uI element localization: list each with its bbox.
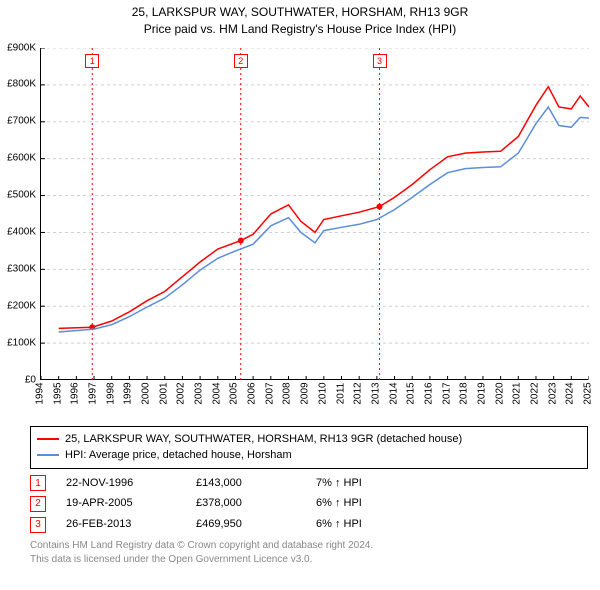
sale-marker-date-2: 19-APR-2005 [66,493,196,514]
x-tick-label: 1994 [35,382,46,404]
x-tick-label: 2002 [176,382,187,404]
sale-marker-badge-2: 2 [30,496,46,512]
y-tick-label: £600K [0,153,36,164]
y-tick-label: £500K [0,190,36,201]
sale-marker-1: 1 22-NOV-1996 £143,000 7% ↑ HPI [30,473,588,494]
title-line-2: Price paid vs. HM Land Registry's House … [0,21,600,38]
plot-svg [41,48,589,380]
x-axis: 1994199519961997199819992000200120022003… [40,382,588,422]
y-tick-label: £300K [0,263,36,274]
x-tick-label: 2004 [211,382,222,404]
x-tick-label: 2003 [194,382,205,404]
x-tick-label: 2013 [370,382,381,404]
x-tick-label: 2018 [459,382,470,404]
x-tick-label: 2001 [158,382,169,404]
x-tick-label: 2006 [247,382,258,404]
footer: Contains HM Land Registry data © Crown c… [30,539,588,567]
x-tick-label: 2012 [353,382,364,404]
x-tick-label: 2019 [476,382,487,404]
x-tick-label: 1999 [123,382,134,404]
sale-marker-change-2: 6% ↑ HPI [316,493,436,514]
y-tick-label: £100K [0,337,36,348]
x-tick-label: 2015 [406,382,417,404]
sale-marker-change-3: 6% ↑ HPI [316,514,436,535]
sale-marker-date-3: 26-FEB-2013 [66,514,196,535]
x-tick-label: 2014 [388,382,399,404]
sale-marker-badge-3: 3 [30,517,46,533]
x-tick-label: 2005 [229,382,240,404]
x-tick-label: 2021 [512,382,523,404]
sale-marker-price-1: £143,000 [196,473,316,494]
x-tick-label: 2016 [423,382,434,404]
y-tick-label: £700K [0,116,36,127]
x-tick-label: 2008 [282,382,293,404]
legend: 25, LARKSPUR WAY, SOUTHWATER, HORSHAM, R… [30,426,588,469]
x-tick-label: 2022 [529,382,540,404]
y-axis: £0 £100K £200K £300K £400K £500K £600K £700K £80… [0,40,40,390]
x-tick-label: 1998 [105,382,116,404]
sale-marker-price-3: £469,950 [196,514,316,535]
x-tick-label: 1995 [52,382,63,404]
sale-marker-change-1: 7% ↑ HPI [316,473,436,494]
x-tick-label: 2023 [547,382,558,404]
x-tick-label: 1996 [70,382,81,404]
legend-swatch-hpi [37,454,59,456]
plot-marker-badge: 2 [234,54,248,68]
plot-marker-badge: 1 [85,54,99,68]
x-tick-label: 1997 [88,382,99,404]
x-tick-label: 2025 [583,382,594,404]
chart-titles: 25, LARKSPUR WAY, SOUTHWATER, HORSHAM, R… [0,0,600,40]
x-tick-label: 2007 [264,382,275,404]
footer-line-1: Contains HM Land Registry data © Crown c… [30,539,588,553]
x-tick-label: 2024 [565,382,576,404]
y-tick-label: £400K [0,227,36,238]
legend-label-property: 25, LARKSPUR WAY, SOUTHWATER, HORSHAM, R… [65,431,462,448]
legend-item-property: 25, LARKSPUR WAY, SOUTHWATER, HORSHAM, R… [37,431,581,448]
y-tick-label: £900K [0,42,36,53]
y-tick-label: £0 [0,374,36,385]
legend-swatch-property [37,438,59,440]
sale-marker-2: 2 19-APR-2005 £378,000 6% ↑ HPI [30,493,588,514]
legend-item-hpi: HPI: Average price, detached house, Hors… [37,447,581,464]
title-line-1: 25, LARKSPUR WAY, SOUTHWATER, HORSHAM, R… [0,4,600,21]
plot-marker-badge: 3 [373,54,387,68]
sale-marker-3: 3 26-FEB-2013 £469,950 6% ↑ HPI [30,514,588,535]
sale-markers-table: 1 22-NOV-1996 £143,000 7% ↑ HPI 2 19-APR… [30,473,588,536]
x-tick-label: 2000 [141,382,152,404]
plot-region: 1 2 3 [40,48,588,380]
legend-label-hpi: HPI: Average price, detached house, Hors… [65,447,292,464]
sale-marker-price-2: £378,000 [196,493,316,514]
sale-marker-badge-1: 1 [30,475,46,491]
y-tick-label: £200K [0,300,36,311]
x-tick-label: 2009 [300,382,311,404]
x-tick-label: 2010 [317,382,328,404]
x-tick-label: 2017 [441,382,452,404]
x-tick-label: 2011 [335,382,346,404]
y-tick-label: £800K [0,79,36,90]
x-tick-label: 2020 [494,382,505,404]
footer-line-2: This data is licensed under the Open Gov… [30,553,588,567]
sale-marker-date-1: 22-NOV-1996 [66,473,196,494]
chart-area: £0 £100K £200K £300K £400K £500K £600K £700K £80… [0,40,600,420]
